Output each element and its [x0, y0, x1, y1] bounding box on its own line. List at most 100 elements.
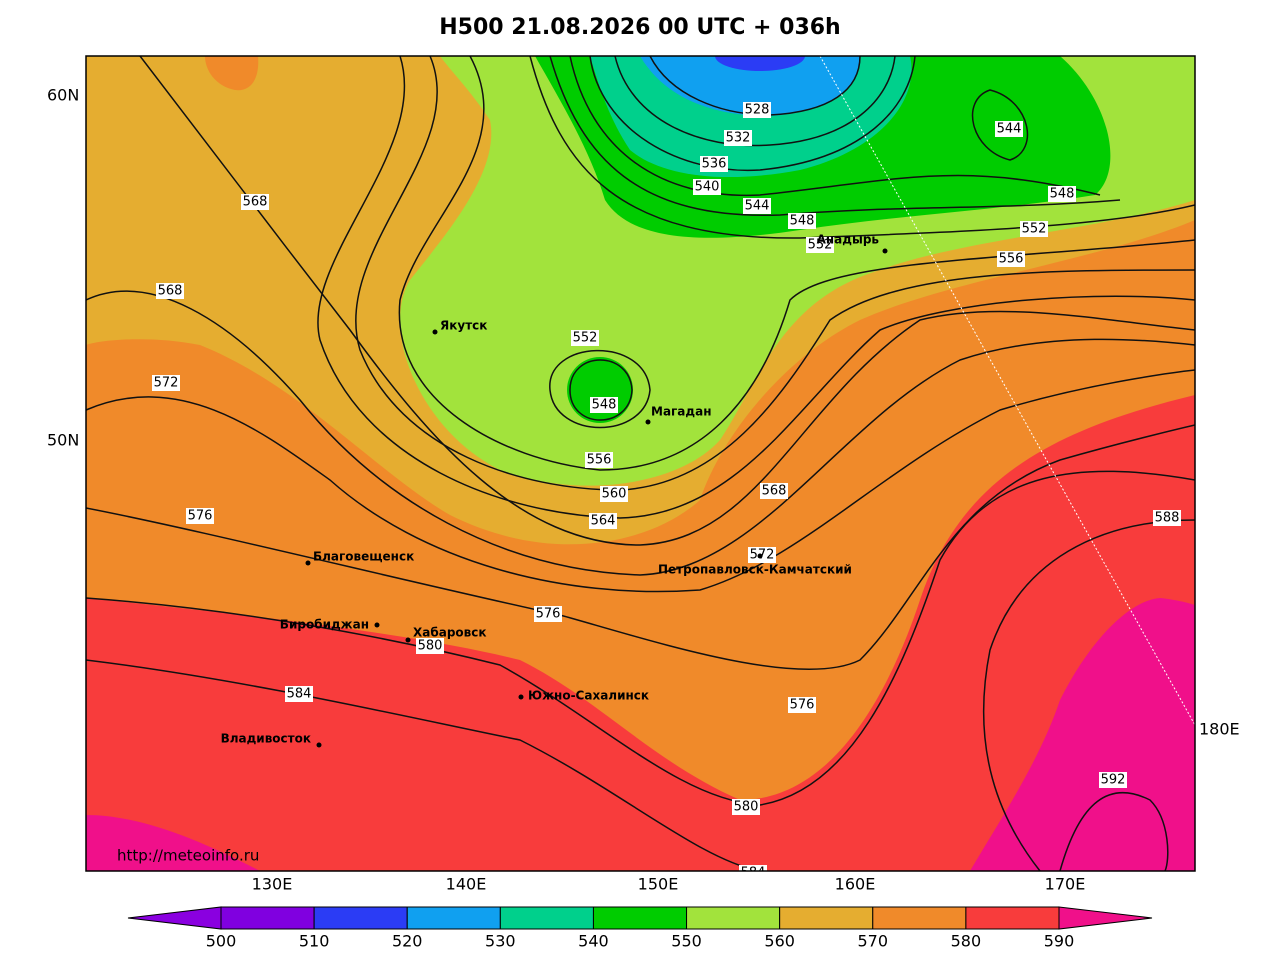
contour-label: 556	[587, 453, 612, 468]
city-name: Магадан	[651, 405, 712, 419]
label-bg	[806, 237, 834, 253]
label-bg	[585, 452, 613, 468]
label-bg	[693, 179, 721, 195]
contour-label: 580	[418, 639, 443, 654]
label-bg	[760, 483, 788, 499]
colorbar-box	[872, 906, 967, 930]
colorbar-label: 570	[858, 932, 889, 951]
city-dot	[518, 694, 524, 700]
lon-label: 170E	[1045, 875, 1086, 894]
label-bg	[700, 156, 728, 172]
colorbar-label: 510	[299, 932, 330, 951]
frame	[85, 55, 1196, 872]
label-bg	[995, 121, 1023, 137]
colorbar-under	[127, 906, 222, 930]
map: 528 532 536 540 544 548 552 544 548 552 556 568 568 5…	[86, 56, 1195, 881]
contour-label: 548	[1050, 187, 1075, 202]
colorbar-label: 520	[392, 932, 423, 951]
cities: Якутск Магадан Анадырь Петропавловск-Камчат…	[221, 233, 888, 748]
city-name: Благовещенск	[313, 550, 414, 564]
label-bg	[1099, 772, 1127, 788]
contour-label: 540	[695, 180, 720, 195]
colorbar-box	[499, 906, 594, 930]
city-name: Владивосток	[221, 732, 311, 746]
contour-label: 564	[591, 514, 616, 529]
city-dot	[432, 329, 438, 335]
contour-label: 584	[287, 687, 312, 702]
label-bg	[600, 486, 628, 502]
city-name: Якутск	[440, 319, 487, 333]
city-dot	[305, 560, 311, 566]
label-bg	[186, 508, 214, 524]
city-dot	[645, 419, 651, 425]
contour-label: 592	[1101, 773, 1126, 788]
contour-label: 548	[592, 398, 617, 413]
label-bg	[416, 638, 444, 654]
contour-labels: 528 532 536 540 544 548 552 544 548 552 556 568 568 5…	[152, 102, 1181, 881]
lon-label: 130E	[252, 875, 293, 894]
colorbar-label: 590	[1044, 932, 1075, 951]
lat-label: 50N	[47, 431, 79, 450]
contour-label: 556	[999, 252, 1024, 267]
fill-510	[715, 56, 805, 71]
colorbar-box	[220, 906, 315, 930]
contour-label: 528	[745, 103, 770, 118]
fill-570-top	[205, 56, 259, 91]
colorbar-label: 560	[764, 932, 795, 951]
label-bg	[1153, 510, 1181, 526]
colorbar-label: 580	[951, 932, 982, 951]
city-dot	[316, 742, 322, 748]
label-bg	[788, 697, 816, 713]
contour-label: 576	[790, 698, 815, 713]
contour-label: 584	[741, 866, 766, 881]
contour-label: 548	[790, 214, 815, 229]
colorbar-box	[965, 906, 1060, 930]
contour-label: 568	[762, 484, 787, 499]
city-name: Петропавловск-Камчатский	[658, 563, 852, 577]
label-bg	[732, 799, 760, 815]
lat-label: 60N	[47, 86, 79, 105]
colorbar-box	[313, 906, 408, 930]
title: H500 21.08.2026 00 UTC + 036h	[439, 15, 840, 40]
fill-540-low	[567, 357, 633, 423]
city-dot	[374, 622, 380, 628]
fill-590	[86, 598, 1195, 871]
axis-labels: 60N 50N 130E 140E 150E 160E 170E 180E	[47, 86, 1240, 894]
colorbar-box	[406, 906, 501, 930]
label-bg	[285, 686, 313, 702]
colorbar-box	[592, 906, 688, 930]
contour-label: 576	[536, 607, 561, 622]
label-bg	[1048, 186, 1076, 202]
fill-520	[640, 56, 860, 116]
lon-label: 140E	[446, 875, 487, 894]
label-bg	[156, 283, 184, 299]
contour-label: 544	[745, 199, 770, 214]
lon-label: 150E	[638, 875, 679, 894]
colorbar-box	[686, 906, 781, 930]
contour-label: 572	[154, 376, 179, 391]
colorbar-label: 550	[671, 932, 702, 951]
label-bg	[997, 251, 1025, 267]
contour-label: 580	[734, 800, 759, 815]
contour-label: 536	[702, 157, 727, 172]
city-name: Биробиджан	[280, 618, 369, 632]
label-bg	[724, 130, 752, 146]
label-bg	[788, 213, 816, 229]
city-dot	[757, 553, 763, 559]
contour-label: 532	[726, 131, 751, 146]
contour-label: 576	[188, 509, 213, 524]
label-bg	[241, 194, 269, 210]
contour-label: 552	[573, 331, 598, 346]
colorbar-label: 540	[578, 932, 609, 951]
contour-label: 560	[602, 487, 627, 502]
city-name: Хабаровск	[413, 626, 487, 640]
city-name: Анадырь	[817, 233, 880, 247]
colorbar-over	[1058, 906, 1153, 930]
city-dot	[405, 637, 411, 643]
colorbar: 500 510 520 530 540 550 560 570 580 590	[127, 906, 1153, 951]
label-bg	[571, 330, 599, 346]
contour-label: 552	[808, 238, 833, 253]
source: http://meteoinfo.ru	[117, 847, 259, 865]
label-bg	[739, 865, 767, 871]
label-bg	[743, 102, 771, 118]
